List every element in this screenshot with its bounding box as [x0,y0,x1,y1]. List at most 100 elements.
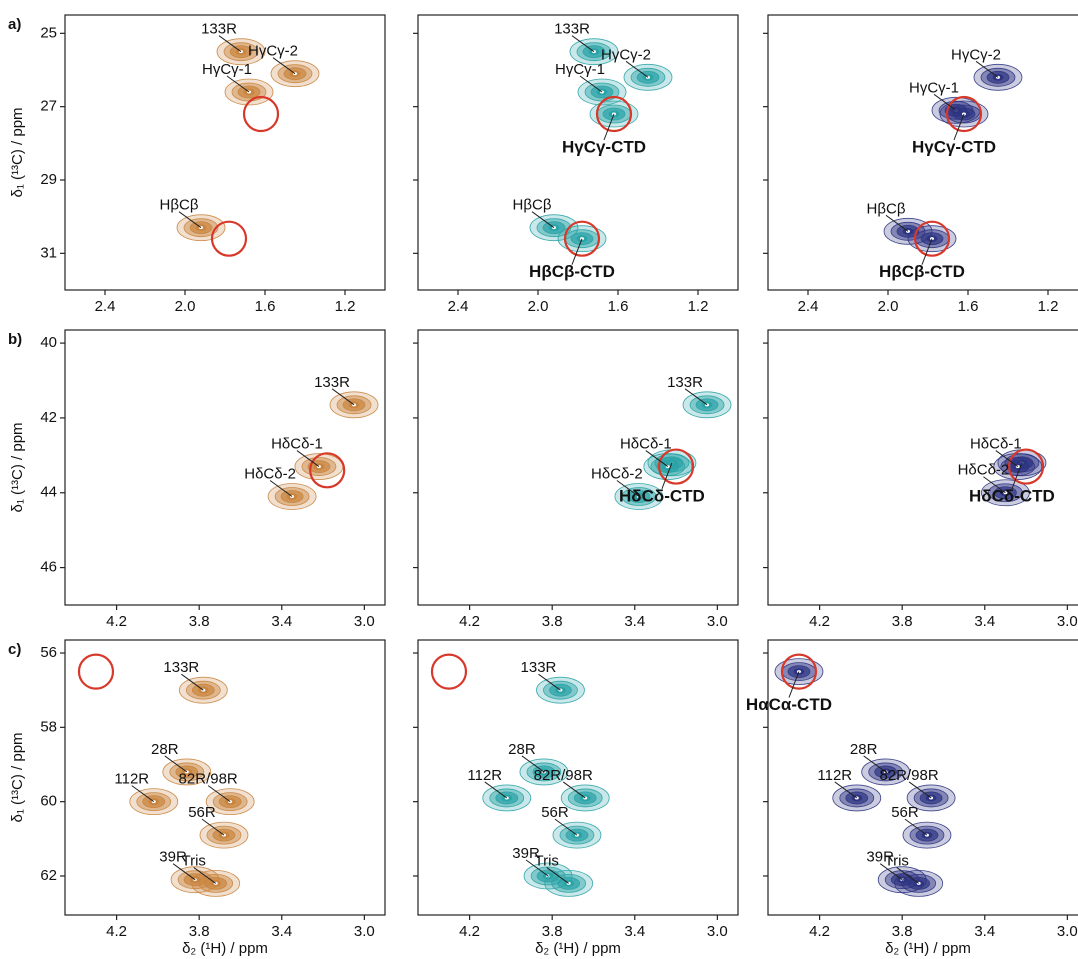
x-tick-label: 4.2 [106,613,127,630]
x-tick-label: 1.2 [688,298,709,315]
x-axis-label: δ₂ (¹H) / ppm [535,940,621,957]
x-tick-label: 2.0 [175,298,196,315]
peak-label: HγCγ-CTD [562,137,646,156]
x-tick-label: 3.8 [542,613,563,630]
peak-label: HβCβ [160,197,199,214]
x-tick-label: 3.4 [624,613,645,630]
peak-label: 56R [891,804,919,821]
peak-label: HβCβ [867,200,906,217]
peak-label: HγCγ-1 [202,61,252,78]
panel-label: c) [8,641,21,658]
x-tick-label: 3.8 [542,923,563,940]
y-tick-label: 46 [40,559,57,576]
peak-label: 82R/98R [879,767,938,784]
peak-label: HαCα-CTD [746,695,832,714]
x-tick-label: 2.0 [528,298,549,315]
peak-label: HγCγ-CTD [912,137,996,156]
peak-label: 28R [508,741,536,758]
peak-label: 82R/98R [179,771,238,788]
x-tick-label: 4.2 [809,923,830,940]
x-tick-label: 1.2 [1038,298,1059,315]
peak-label: 112R [817,767,852,784]
x-tick-label: 1.2 [335,298,356,315]
x-tick-label: 3.0 [354,923,375,940]
peak-label: HβCβ [513,197,552,214]
y-tick-label: 62 [40,867,57,884]
peak-label: 112R [114,771,149,788]
x-tick-label: 3.0 [354,613,375,630]
peak-label: 133R [201,21,237,38]
peak-label: HδCδ-2 [958,462,1010,479]
y-tick-label: 60 [40,793,57,810]
peak-label: 56R [541,804,569,821]
x-tick-label: 4.2 [106,923,127,940]
x-tick-label: 4.2 [459,923,480,940]
peak-label: HγCγ-2 [601,46,651,63]
y-tick-label: 42 [40,409,57,426]
x-tick-label: 3.8 [189,923,210,940]
y-tick-label: 56 [40,644,57,661]
peak-label: HγCγ-2 [248,43,298,60]
y-axis-label: δ₁ (¹³C) / ppm [9,732,26,822]
peak-label: Tris [181,852,205,869]
x-tick-label: 2.4 [95,298,116,315]
y-tick-label: 25 [40,24,57,41]
peak-label: 28R [151,741,179,758]
highlight-circle [432,655,466,689]
peak-label: HδCδ-1 [970,436,1022,453]
y-tick-label: 40 [40,334,57,351]
peak-label: 112R [467,767,502,784]
x-axis-label: δ₂ (¹H) / ppm [182,940,268,957]
x-tick-label: 3.0 [707,613,728,630]
x-tick-label: 1.6 [958,298,979,315]
x-tick-label: 3.8 [892,613,913,630]
x-tick-label: 3.8 [892,923,913,940]
highlight-circle [79,655,113,689]
y-axis-label: δ₁ (¹³C) / ppm [9,422,26,512]
peak-label: Tris [534,852,558,869]
y-axis-label: δ₁ (¹³C) / ppm [9,107,26,197]
x-tick-label: 2.4 [448,298,469,315]
x-tick-label: 3.0 [707,923,728,940]
figure: 133RHγCγ-1HγCγ-2HβCβ2.42.01.61.225272931… [0,0,1078,959]
peak-label: 133R [554,21,590,38]
highlight-circle [212,222,246,256]
peak-label: HγCγ-2 [951,46,1001,63]
peak-label: 82R/98R [534,767,593,784]
y-tick-label: 44 [40,484,57,501]
peak-label: HδCδ-2 [591,465,643,482]
peak-label: HβCβ-CTD [879,262,965,281]
x-tick-label: 3.0 [1057,613,1078,630]
x-tick-label: 3.4 [974,613,995,630]
y-tick-label: 27 [40,98,57,115]
peak-label: HδCδ-1 [271,436,323,453]
peak-label: HδCδ-CTD [969,486,1055,505]
peak-label: HδCδ-CTD [619,486,705,505]
peak-label: Tris [884,852,908,869]
y-tick-label: 58 [40,718,57,735]
peak-label: HδCδ-1 [620,436,672,453]
x-tick-label: 2.4 [798,298,819,315]
x-tick-label: 4.2 [459,613,480,630]
x-tick-label: 3.0 [1057,923,1078,940]
y-tick-label: 31 [40,244,57,261]
x-tick-label: 3.8 [189,613,210,630]
x-tick-label: 4.2 [809,613,830,630]
panel-label: a) [8,16,21,33]
x-tick-label: 1.6 [608,298,629,315]
x-tick-label: 3.4 [271,613,292,630]
peak-label: HβCβ-CTD [529,262,615,281]
peak-label: HδCδ-2 [244,465,296,482]
x-tick-label: 3.4 [271,923,292,940]
peak-label: 133R [163,659,199,676]
x-tick-label: 3.4 [624,923,645,940]
x-tick-label: 1.6 [255,298,276,315]
peak-label: 133R [667,374,703,391]
x-tick-label: 3.4 [974,923,995,940]
peak-label: HγCγ-1 [555,61,605,78]
peak-label: 133R [521,659,557,676]
peak-label: 56R [188,804,216,821]
peak-label: HγCγ-1 [909,79,959,96]
x-axis-label: δ₂ (¹H) / ppm [885,940,971,957]
peak-label: 28R [850,741,878,758]
